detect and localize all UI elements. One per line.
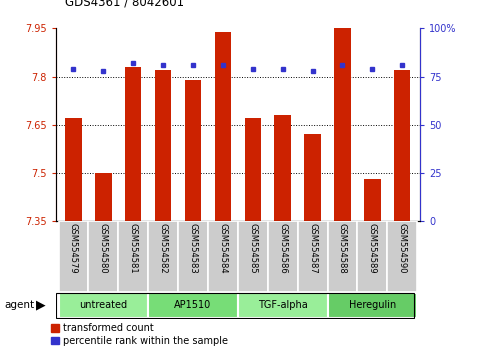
Bar <box>327 293 417 318</box>
Bar <box>304 135 321 221</box>
Text: GDS4361 / 8042601: GDS4361 / 8042601 <box>65 0 185 9</box>
Text: untreated: untreated <box>79 300 128 310</box>
Text: ▶: ▶ <box>36 299 46 312</box>
Bar <box>58 293 148 318</box>
Text: GSM554579: GSM554579 <box>69 223 78 274</box>
Bar <box>125 67 142 221</box>
Bar <box>298 221 327 292</box>
Bar <box>357 221 387 292</box>
Text: agent: agent <box>5 300 35 310</box>
Text: GSM554583: GSM554583 <box>188 223 198 274</box>
Text: GSM554585: GSM554585 <box>248 223 257 274</box>
Bar <box>364 179 381 221</box>
Bar <box>387 221 417 292</box>
Bar <box>118 221 148 292</box>
Bar <box>148 221 178 292</box>
Text: GSM554587: GSM554587 <box>308 223 317 274</box>
Bar <box>274 115 291 221</box>
Text: AP1510: AP1510 <box>174 300 212 310</box>
Text: GSM554584: GSM554584 <box>218 223 227 274</box>
Text: GSM554589: GSM554589 <box>368 223 377 274</box>
Text: GSM554580: GSM554580 <box>99 223 108 274</box>
Bar <box>208 221 238 292</box>
Bar <box>394 70 411 221</box>
Bar <box>148 293 238 318</box>
Bar <box>268 221 298 292</box>
Text: GSM554582: GSM554582 <box>158 223 168 274</box>
Bar <box>215 32 231 221</box>
Bar <box>238 293 327 318</box>
Bar <box>238 221 268 292</box>
Bar <box>95 173 112 221</box>
Text: GSM554588: GSM554588 <box>338 223 347 274</box>
Bar <box>334 28 351 221</box>
Bar <box>185 80 201 221</box>
Bar <box>58 221 88 292</box>
Bar <box>327 221 357 292</box>
Text: GSM554590: GSM554590 <box>398 223 407 274</box>
Bar <box>178 221 208 292</box>
Text: TGF-alpha: TGF-alpha <box>258 300 308 310</box>
Bar <box>244 118 261 221</box>
Bar <box>88 221 118 292</box>
Bar <box>65 118 82 221</box>
Legend: transformed count, percentile rank within the sample: transformed count, percentile rank withi… <box>51 324 228 346</box>
Bar <box>155 70 171 221</box>
Text: GSM554581: GSM554581 <box>129 223 138 274</box>
Text: GSM554586: GSM554586 <box>278 223 287 274</box>
Text: Heregulin: Heregulin <box>349 300 396 310</box>
